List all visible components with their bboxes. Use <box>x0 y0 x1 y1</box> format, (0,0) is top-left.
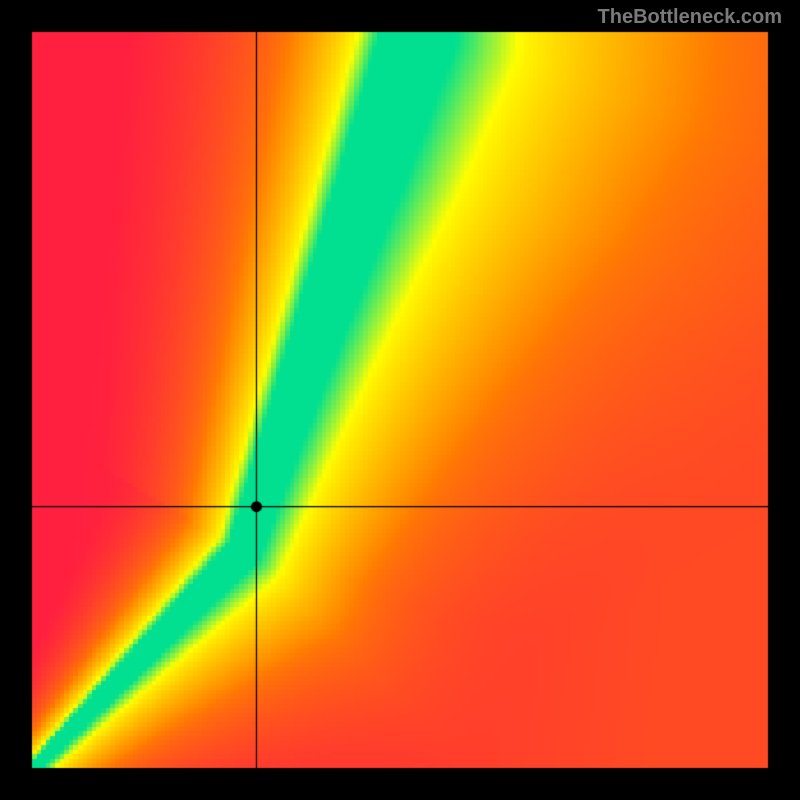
chart-container: TheBottleneck.com <box>0 0 800 800</box>
bottleneck-heatmap <box>0 0 800 800</box>
watermark-text: TheBottleneck.com <box>598 6 782 29</box>
